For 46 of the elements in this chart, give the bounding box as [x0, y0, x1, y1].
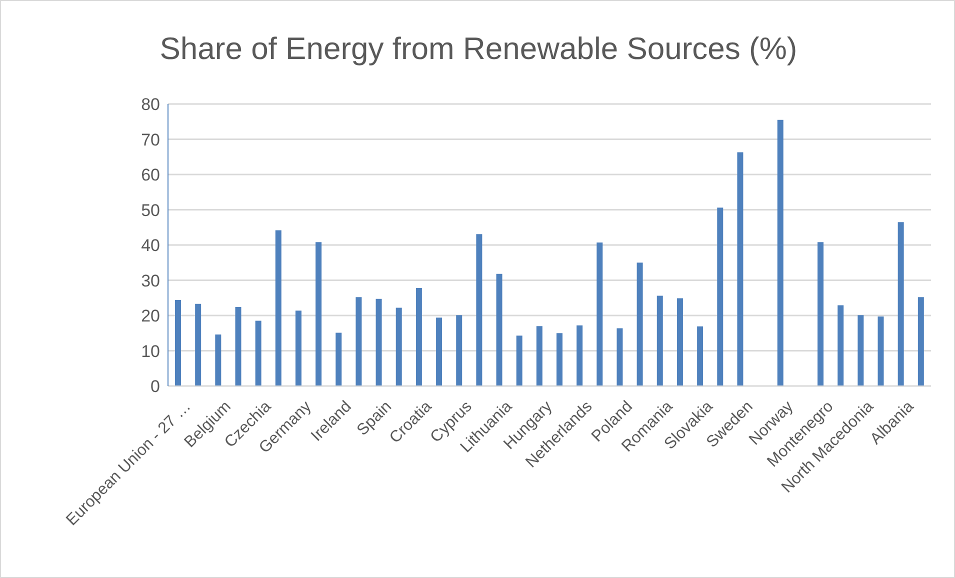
- bar: [717, 208, 724, 386]
- bar: [556, 333, 562, 386]
- chart-title: Share of Energy from Renewable Sources (%): [158, 31, 798, 67]
- bar: [838, 305, 844, 386]
- bar: [275, 230, 282, 386]
- bar: [316, 242, 322, 386]
- bar: [336, 332, 342, 386]
- y-tick-label: 0: [150, 377, 160, 396]
- bar: [777, 120, 784, 386]
- bar: [195, 304, 202, 386]
- y-tick-label: 20: [141, 306, 160, 326]
- bar: [356, 297, 362, 386]
- bar: [476, 234, 482, 386]
- bar: [516, 336, 522, 386]
- y-tick-label: 80: [141, 95, 160, 114]
- bar: [858, 315, 864, 386]
- bar: [215, 334, 222, 386]
- bar: [596, 242, 603, 386]
- bar: [878, 316, 884, 386]
- bar: [536, 326, 542, 386]
- bar: [396, 308, 402, 386]
- bar: [676, 298, 683, 386]
- bar: [636, 262, 643, 386]
- bar: [376, 298, 382, 386]
- y-tick-label: 60: [141, 166, 160, 185]
- y-tick-label: 10: [141, 342, 160, 361]
- bar: [295, 310, 302, 386]
- bar: [255, 320, 262, 386]
- bar: [416, 288, 422, 386]
- bar: [456, 315, 462, 386]
- bar: [697, 326, 704, 386]
- bar: [496, 274, 502, 386]
- bar: [235, 307, 242, 386]
- bar: [918, 297, 924, 386]
- y-tick-label: 50: [141, 200, 160, 220]
- bar: [436, 318, 442, 386]
- bar: [737, 152, 744, 386]
- y-tick-label: 40: [141, 236, 160, 256]
- bar: [616, 328, 623, 386]
- y-tick-label: 70: [141, 130, 160, 150]
- bar: [656, 296, 663, 386]
- bar: [898, 222, 904, 386]
- bar: [818, 242, 824, 386]
- y-tick-label: 30: [141, 271, 160, 290]
- bar: [175, 300, 181, 386]
- bar: [576, 325, 583, 386]
